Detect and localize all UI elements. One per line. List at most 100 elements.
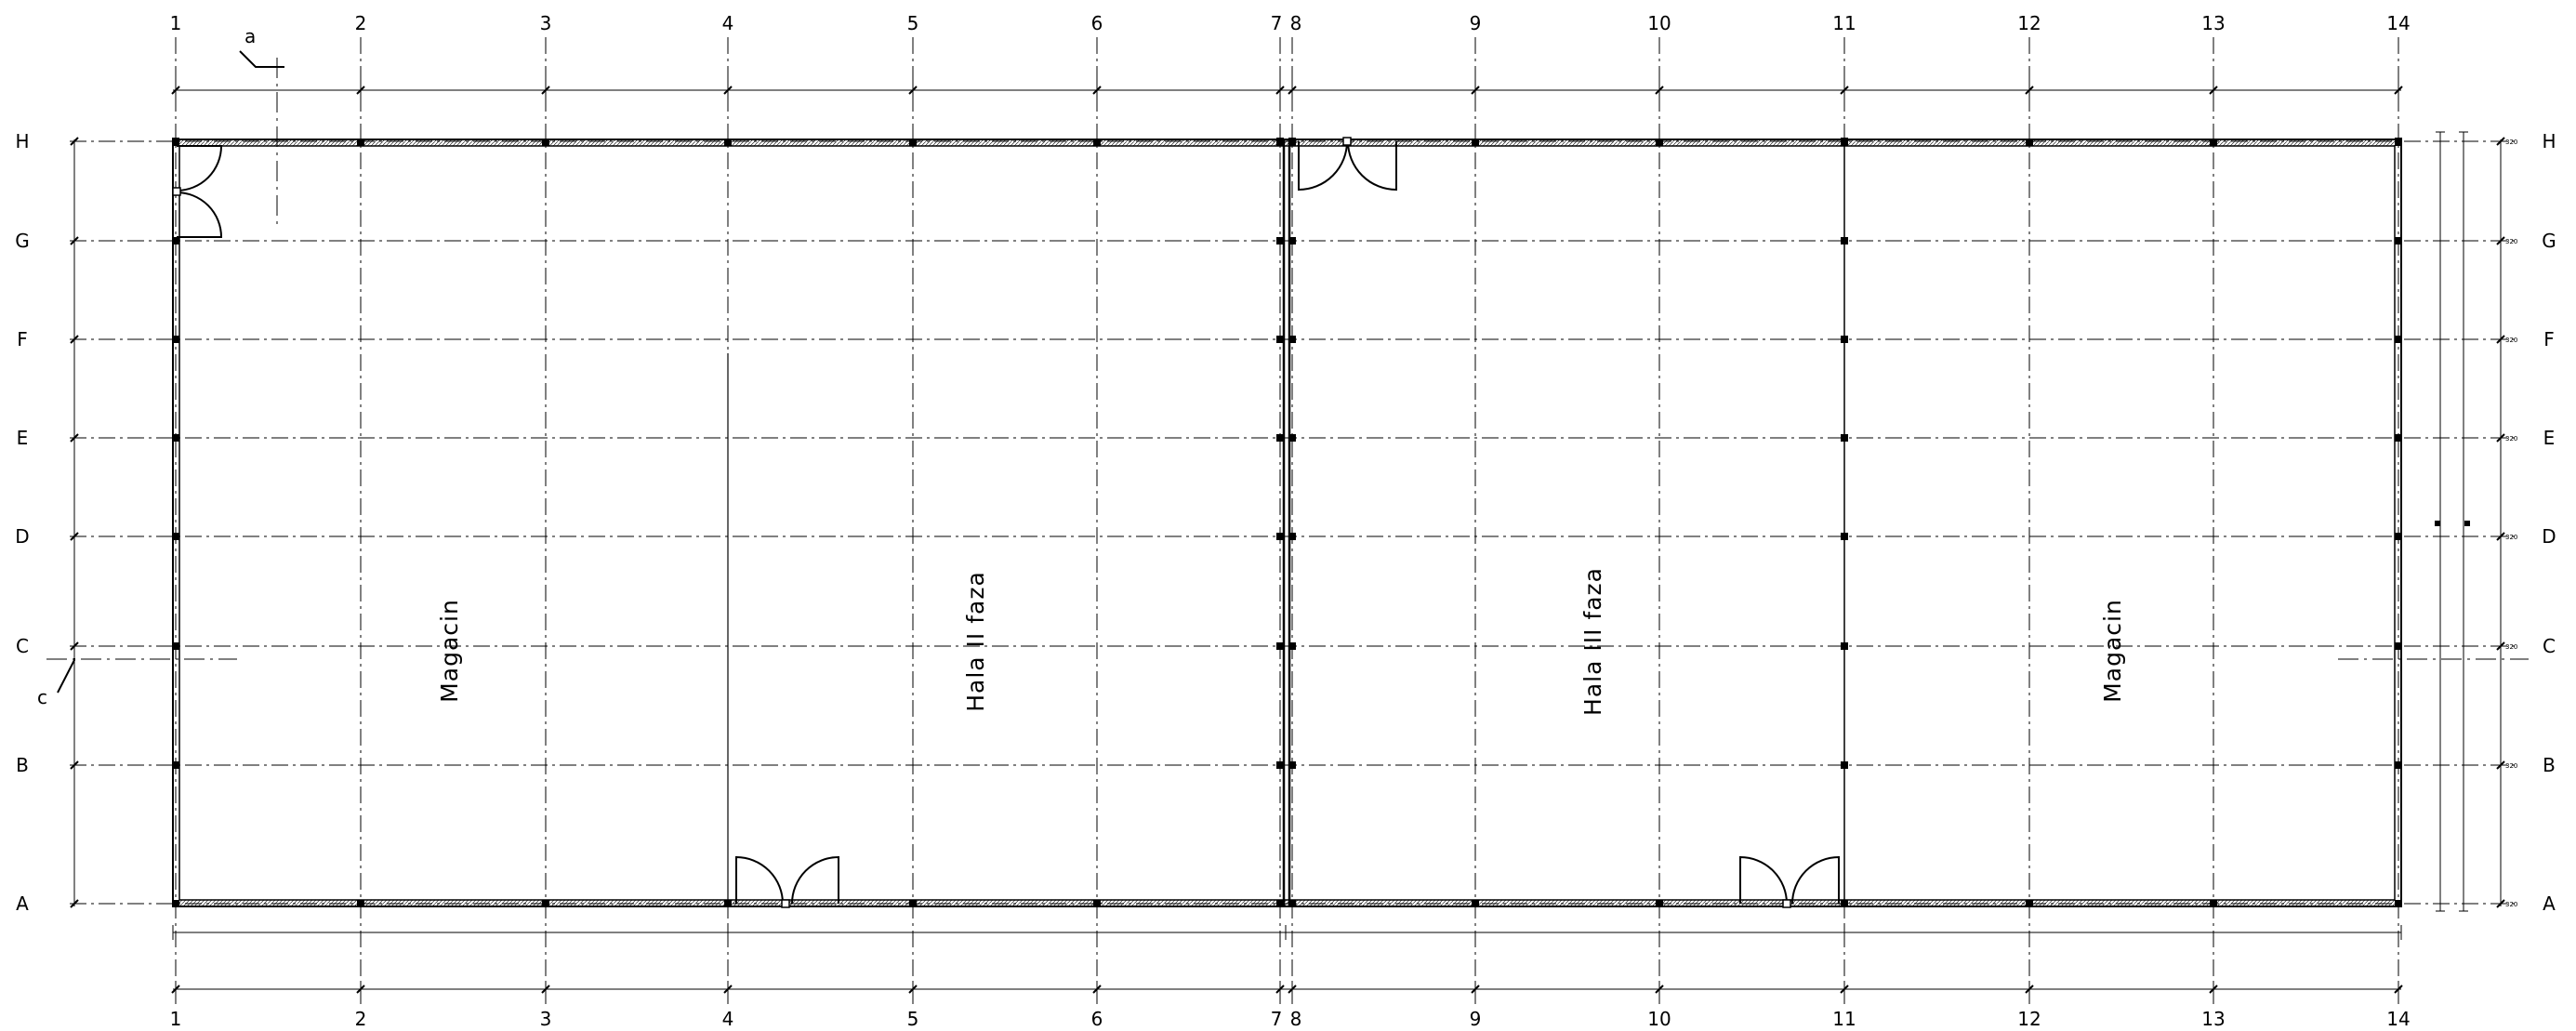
dimension-tick bbox=[2496, 760, 2505, 770]
row-axis-labels: H H G G F F E E D D C C B B A A bbox=[15, 130, 2556, 915]
column-axis-label-bottom: 2 bbox=[355, 1008, 367, 1030]
column-marker bbox=[1472, 139, 1479, 146]
row-axis-label-left: B bbox=[16, 754, 29, 776]
structural-columns bbox=[172, 138, 2402, 907]
column-axis-label-bottom: 7 bbox=[1271, 1008, 1283, 1030]
dimension-value: 320 bbox=[2505, 139, 2517, 146]
dimension-tick bbox=[70, 137, 79, 146]
column-marker bbox=[1841, 642, 1848, 650]
column-axis-label-top: 11 bbox=[1832, 12, 1856, 34]
dimension-tick bbox=[2496, 137, 2505, 146]
column-marker bbox=[2026, 139, 2033, 146]
column-marker bbox=[172, 237, 179, 245]
column-marker bbox=[172, 900, 179, 907]
dimension-tick bbox=[2496, 899, 2505, 908]
building-walls bbox=[172, 139, 2402, 907]
column-axis-label-top: 14 bbox=[2386, 12, 2410, 34]
column-marker bbox=[172, 434, 179, 442]
dimension-tick bbox=[70, 899, 79, 908]
column-axis-label-top: 7 bbox=[1271, 12, 1283, 34]
section-arrow-c bbox=[57, 658, 75, 694]
column-axis-label-bottom: 14 bbox=[2386, 1008, 2410, 1030]
column-marker bbox=[542, 900, 549, 907]
column-axis-label-bottom: 3 bbox=[540, 1008, 552, 1030]
column-axis-label-bottom: 4 bbox=[722, 1008, 734, 1030]
door-leaf bbox=[1298, 140, 1348, 192]
column-axis-label-bottom: 13 bbox=[2201, 1008, 2225, 1030]
column-marker bbox=[1288, 336, 1296, 343]
column-marker bbox=[1472, 900, 1479, 907]
column-marker bbox=[2395, 642, 2402, 650]
row-axis-label-left: F bbox=[17, 328, 28, 350]
column-marker bbox=[1276, 237, 1284, 245]
column-marker bbox=[172, 533, 179, 540]
column-axis-label-bottom: 10 bbox=[1647, 1008, 1671, 1030]
column-marker bbox=[1288, 434, 1296, 442]
column-marker bbox=[1656, 139, 1663, 146]
door-leaf bbox=[791, 855, 839, 905]
dimension-lines: 320 320 320 320 320 320 320 320 bbox=[70, 83, 2517, 997]
dimension-value: 320 bbox=[2505, 534, 2517, 541]
column-axis-label-top: 2 bbox=[355, 12, 367, 34]
column-marker bbox=[172, 336, 179, 343]
dimension-tick bbox=[70, 433, 79, 443]
column-marker bbox=[909, 139, 917, 146]
column-marker bbox=[1841, 336, 1848, 343]
column-axis-label-top: 12 bbox=[2017, 12, 2041, 34]
column-marker bbox=[1841, 533, 1848, 540]
door-leaf bbox=[735, 855, 784, 905]
row-axis-label-right: D bbox=[2542, 525, 2556, 548]
column-marker bbox=[1841, 434, 1848, 442]
column-marker bbox=[2026, 900, 2033, 907]
row-axis-label-right: G bbox=[2542, 230, 2556, 252]
dimension-value: 320 bbox=[2505, 337, 2517, 344]
dimension-tick bbox=[70, 760, 79, 770]
column-marker bbox=[2395, 237, 2402, 245]
column-axis-label-bottom: 9 bbox=[1470, 1008, 1482, 1030]
dimension-value: 320 bbox=[2505, 643, 2517, 651]
column-marker bbox=[172, 761, 179, 769]
wall-hatch bbox=[173, 900, 2401, 906]
column-axis-label-bottom: 6 bbox=[1091, 1008, 1103, 1030]
column-marker bbox=[1841, 761, 1848, 769]
row-axis-label-left: E bbox=[17, 427, 29, 449]
door-jamb bbox=[1782, 899, 1791, 908]
column-axis-label-bottom: 8 bbox=[1290, 1008, 1302, 1030]
column-axis-label-top: 9 bbox=[1470, 12, 1482, 34]
door-leaf bbox=[1739, 855, 1788, 905]
section-marks: ac bbox=[37, 25, 2529, 708]
column-axis-label-top: 10 bbox=[1647, 12, 1671, 34]
column-marker bbox=[542, 139, 549, 146]
column-marker bbox=[724, 139, 732, 146]
section-label-a: a bbox=[244, 25, 256, 47]
door-leaf bbox=[1347, 140, 1397, 192]
dimension-tick bbox=[2496, 641, 2505, 651]
dimension-tick bbox=[2496, 236, 2505, 245]
column-marker bbox=[724, 900, 732, 907]
dimension-tick bbox=[70, 236, 79, 245]
room-label: Hala III faza bbox=[1579, 567, 1606, 716]
room-label: Magacin bbox=[2099, 599, 2126, 703]
row-axis-label-left: H bbox=[15, 130, 29, 152]
column-marker bbox=[1288, 533, 1296, 540]
row-axis-label-right: C bbox=[2543, 635, 2556, 657]
row-axis-label-left: A bbox=[16, 892, 29, 915]
dimension-value: 320 bbox=[2505, 435, 2517, 443]
column-axis-label-top: 1 bbox=[170, 12, 182, 34]
dimension-tick bbox=[70, 532, 79, 541]
column-marker bbox=[1276, 336, 1284, 343]
door-jamb bbox=[172, 187, 181, 196]
column-marker bbox=[2395, 761, 2402, 769]
section-marker bbox=[2435, 521, 2440, 526]
dimension-value: 320 bbox=[2505, 238, 2517, 245]
column-axis-label-top: 5 bbox=[907, 12, 919, 34]
column-marker bbox=[1841, 237, 1848, 245]
column-axis-label-bottom: 5 bbox=[907, 1008, 919, 1030]
dimension-value: 320 bbox=[2505, 901, 2517, 908]
column-marker bbox=[1841, 900, 1848, 907]
dimension-tick bbox=[2496, 335, 2505, 344]
row-axis-label-left: G bbox=[15, 230, 30, 252]
column-marker bbox=[1288, 642, 1296, 650]
